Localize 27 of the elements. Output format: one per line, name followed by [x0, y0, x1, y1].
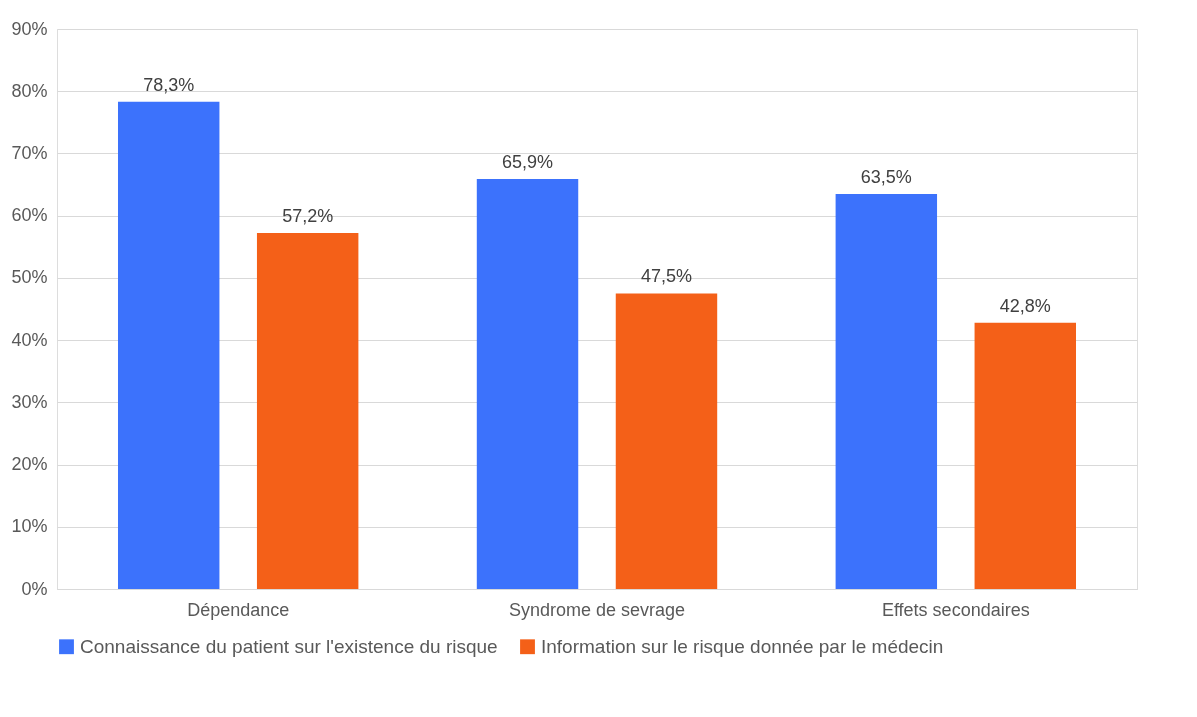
y-tick-label: 80%: [11, 80, 48, 101]
y-tick-label: 40%: [11, 329, 48, 350]
data-label: 57,2%: [282, 206, 334, 227]
bar: [615, 293, 718, 589]
data-label: 63,5%: [860, 166, 912, 187]
data-label: 42,8%: [999, 295, 1051, 316]
y-tick-label: 50%: [11, 267, 48, 288]
data-label: 78,3%: [143, 74, 195, 95]
y-tick-label: 10%: [11, 516, 48, 537]
y-tick-label: 30%: [11, 391, 48, 412]
y-tick-label: 90%: [11, 18, 48, 39]
bar: [974, 322, 1076, 589]
x-tick-label: Effets secondaires: [881, 599, 1030, 620]
legend-label: Connaissance du patient sur l'existence du risque: [80, 635, 498, 657]
bar: [256, 233, 359, 589]
legend-label: Information sur le risque donnée par le médecin: [541, 635, 944, 657]
bar: [118, 101, 220, 589]
y-tick-label: 0%: [21, 578, 48, 599]
bar: [835, 193, 938, 589]
x-tick-label: Dépendance: [187, 599, 290, 620]
y-tick-label: 70%: [11, 142, 48, 163]
data-label: 47,5%: [640, 266, 692, 287]
y-tick-label: 20%: [11, 454, 48, 475]
data-label: 65,9%: [502, 151, 554, 172]
x-tick-label: Syndrome de sevrage: [508, 599, 686, 620]
y-tick-label: 60%: [11, 205, 48, 226]
bar: [476, 178, 579, 589]
